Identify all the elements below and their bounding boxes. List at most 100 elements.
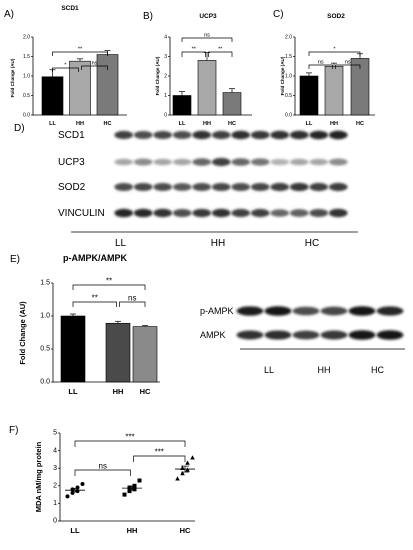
bar-ll: [172, 95, 192, 116]
y-axis-label: Fold Change (AU): [280, 56, 285, 95]
bar-hh: [69, 60, 91, 116]
x-tick-label: HH: [330, 121, 338, 127]
bar-hc: [132, 326, 158, 383]
significance-bracket: [308, 51, 361, 56]
x-tick-label: HC: [104, 121, 112, 127]
bar-hc: [96, 54, 119, 116]
significance-label: **: [218, 47, 223, 53]
x-tick-label: HC: [356, 121, 364, 127]
blot-band: [376, 306, 404, 316]
y-tick-label: 2: [53, 483, 57, 490]
y-tick-label: 5: [53, 430, 57, 437]
y-tick-label: 0: [53, 518, 57, 525]
x-tick-label: LL: [179, 121, 186, 127]
chart-c-sod2: 0.0 0.5 1.0 1.5 2.0 LL HH HC Fold Change (AU) SOD…: [280, 13, 375, 127]
y-tick-label: 0.0: [285, 113, 292, 119]
blot-band: [289, 130, 309, 140]
data-point-circle: [75, 489, 80, 494]
significance-bracket: [74, 469, 131, 476]
blot-d-western: SCD1 UCP3 SOD2 VINCULIN LL HH HC: [58, 130, 358, 249]
y-tick-label: 0.0: [40, 379, 50, 386]
blot-band: [328, 182, 348, 192]
significance-bracket: [72, 284, 146, 290]
bar-ll: [299, 75, 319, 116]
panel-label-d: D): [14, 123, 25, 134]
data-point-triangle: [190, 455, 195, 460]
x-tick-label: HC: [140, 387, 151, 396]
blot-band: [348, 306, 376, 316]
blot-band: [114, 208, 134, 218]
blot-band: [289, 209, 309, 217]
y-tick-label: 4: [164, 35, 167, 41]
y-tick-label: 0.5: [23, 93, 30, 99]
blot-row-label: p-AMPK: [200, 306, 234, 316]
significance-bracket: [52, 67, 79, 72]
significance-bracket: [72, 301, 117, 307]
blot-band: [172, 131, 192, 139]
blot-band: [114, 130, 134, 140]
significance-bracket: [181, 51, 206, 57]
y-tick-label: 1.0: [23, 74, 30, 80]
blot-band: [309, 182, 329, 192]
blot-band: [250, 182, 270, 192]
blot-row-label: VINCULIN: [58, 208, 105, 219]
y-axis-label: Fold Change (AU): [10, 58, 15, 97]
panel-label-e: E): [10, 254, 20, 265]
blot-band: [264, 306, 292, 316]
significance-label: ns: [345, 60, 351, 66]
data-point-square: [137, 478, 142, 483]
data-point-circle: [70, 487, 75, 492]
blot-band: [114, 183, 134, 191]
blot-band: [153, 183, 173, 191]
blot-band: [250, 158, 270, 166]
panel-label-b: B): [143, 11, 153, 22]
blot-band: [270, 182, 290, 192]
y-tick-label: 1.5: [23, 54, 30, 60]
chart-f-mda: 0 1 2 3 4 5 LL HH HC MDA nM/mg protein ns *** ***: [34, 430, 195, 535]
blot-band: [192, 130, 212, 140]
data-point-square: [122, 492, 127, 497]
panel-label-a: A): [4, 9, 14, 20]
blot-band: [328, 130, 348, 140]
y-tick-label: 1.0: [40, 313, 50, 320]
blot-band: [236, 306, 264, 316]
blot-band: [264, 330, 292, 340]
y-tick-label: 2: [164, 74, 167, 80]
blot-group-label: HC: [305, 238, 319, 249]
significance-bracket: [133, 455, 186, 462]
blot-band: [376, 330, 404, 340]
blot-group-label: LL: [115, 238, 127, 249]
bar-hh: [324, 65, 344, 116]
blot-band: [320, 330, 348, 340]
y-tick-label: 3: [164, 54, 167, 60]
y-tick-label: 3: [53, 465, 57, 472]
x-tick-label: HH: [113, 387, 124, 396]
x-tick-label: HC: [228, 121, 236, 127]
blot-band: [270, 158, 290, 166]
blot-band: [172, 209, 192, 217]
blot-band: [309, 130, 329, 140]
data-point-circle: [80, 482, 85, 487]
y-tick-label: 4: [53, 447, 57, 454]
chart-title: UCP3: [199, 13, 217, 20]
blot-band: [270, 130, 290, 140]
y-tick-label: 1.5: [285, 54, 292, 60]
significance-label: **: [192, 47, 197, 53]
blot-group-label: LL: [264, 365, 274, 375]
blot-band: [236, 330, 264, 340]
significance-bracket: [335, 64, 361, 69]
blot-band: [192, 208, 212, 218]
blot-band: [153, 158, 173, 166]
blot-group-label: HH: [211, 238, 225, 249]
data-point-square: [127, 489, 132, 494]
blot-band: [289, 158, 309, 166]
panel-label-f: F): [9, 425, 18, 436]
data-point-triangle: [185, 460, 190, 465]
x-tick-label: LL: [306, 121, 313, 127]
bar-ll: [60, 315, 86, 383]
y-tick-label: 1.0: [285, 74, 292, 80]
blot-band: [320, 306, 348, 316]
significance-label: **: [78, 47, 83, 53]
blot-band: [211, 182, 231, 192]
blot-band: [133, 131, 153, 139]
